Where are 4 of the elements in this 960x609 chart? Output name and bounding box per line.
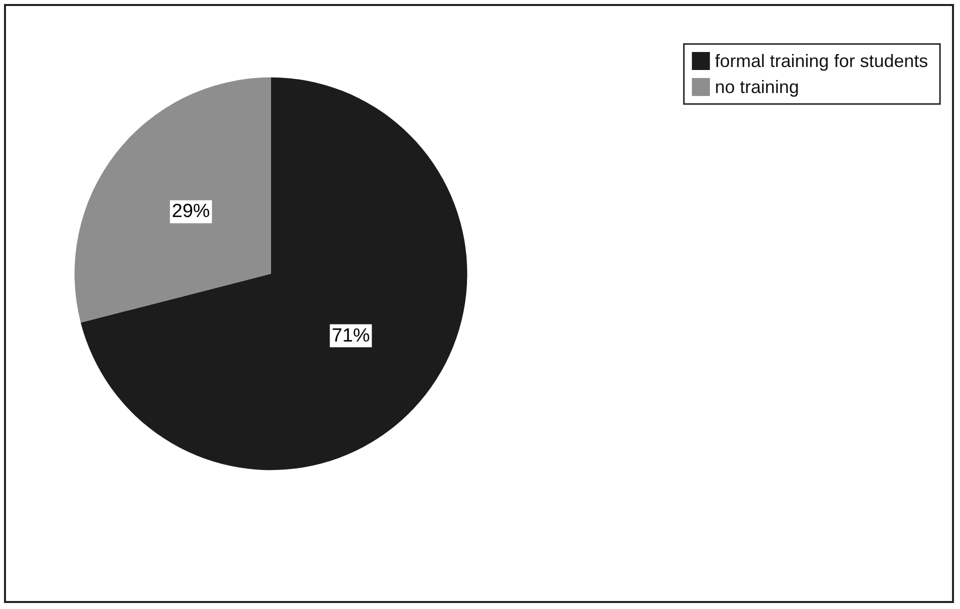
legend-label: formal training for students	[714, 51, 928, 71]
legend-label: no training	[714, 77, 799, 97]
data-label: 71%	[332, 325, 370, 346]
data-label: 29%	[172, 201, 210, 222]
